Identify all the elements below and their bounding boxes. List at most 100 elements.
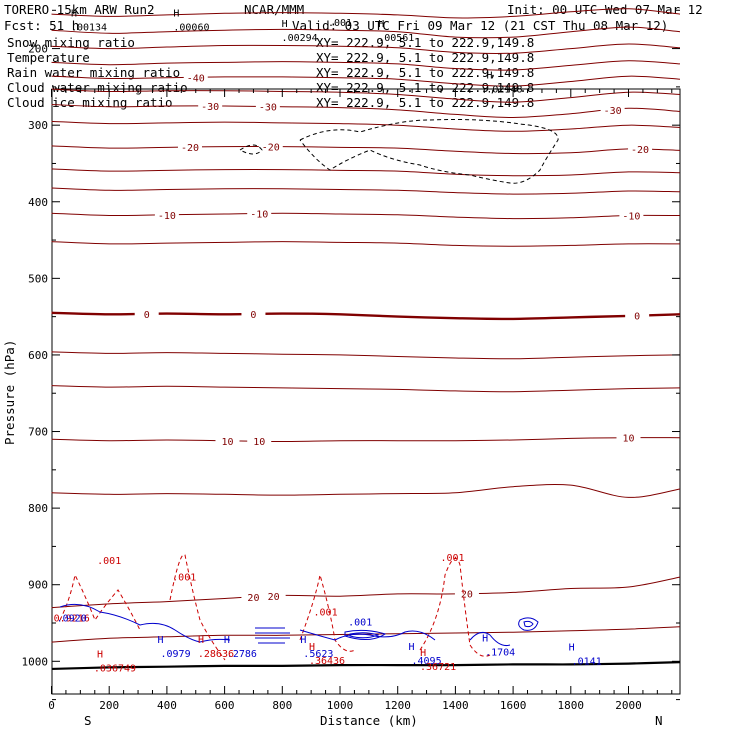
isotherm-line [51, 483, 681, 498]
mixing-ratio-contour [419, 557, 491, 657]
x-tick-label: 200 [99, 699, 119, 712]
isotherm-label-bg [258, 140, 283, 153]
isotherm-line [51, 43, 681, 54]
isotherm-label-bg [616, 431, 641, 444]
mixing-ratio-contour [59, 573, 141, 631]
isotherm-label-bg [215, 434, 240, 447]
x-tick-label: 1600 [500, 699, 527, 712]
x-tick-label: 2000 [615, 699, 642, 712]
high-marker: H [198, 635, 204, 646]
contour-value-label: .001 [97, 556, 121, 567]
isotherm-label: -30 [259, 103, 277, 114]
isotherm-line [51, 626, 681, 643]
isotherm-label-bg [625, 309, 650, 322]
maximum-value-label: .1704 [485, 647, 515, 658]
isotherm-label: 20 [247, 593, 259, 604]
x-tick-label: 400 [157, 699, 177, 712]
isotherm-label: -20 [181, 143, 199, 154]
legend-name-cloud-ice: Cloud ice mixing ratio [7, 95, 173, 110]
maximum-value-label: .36721 [420, 662, 456, 673]
x-tick-label: 1000 [327, 699, 354, 712]
isotherm-line [51, 311, 681, 321]
high-marker: H [409, 642, 415, 653]
high-marker: H [420, 648, 426, 659]
legend-name-temperature: Temperature [7, 50, 90, 65]
legend-xy-rain: XY= 222.9, 5.1 to 222.9,149.8 [316, 65, 534, 80]
mixing-ratio-contour [469, 631, 511, 646]
isotherm-line [51, 103, 681, 119]
maximum-value-label: .0141 [572, 657, 602, 668]
isotherm-line [51, 168, 681, 177]
mixing-ratio-contour [255, 627, 290, 644]
plot-frame [51, 88, 681, 695]
contour-value-label: .001 [348, 617, 372, 628]
isotherm-label-bg [177, 141, 202, 154]
x-tick-label: 600 [215, 699, 235, 712]
x-end-right-label: N [655, 713, 663, 728]
isotherm-label-bg [241, 590, 266, 603]
isotherm-line [51, 576, 681, 609]
contour-value-label: .001 [314, 608, 338, 619]
isotherm-line [51, 437, 681, 443]
isotherm-label: -10 [250, 210, 268, 221]
contour-value-label: .001 [328, 18, 352, 29]
x-tick-label: 0 [48, 699, 55, 712]
isotherm-line [51, 120, 681, 132]
y-tick-label: 900 [28, 579, 48, 592]
isotherm-label: 20 [461, 590, 473, 601]
isotherm-label: 0 [250, 310, 256, 321]
maximum-value-label: .00060 [173, 22, 209, 33]
x-tick-label: 1400 [442, 699, 469, 712]
valid-time: Valid: 03 UTC Fri 09 Mar 12 (21 CST Thu … [292, 18, 668, 33]
y-tick-label: 800 [28, 502, 48, 515]
legend: Snow mixing ratio XY= 222.9, 5.1 to 222.… [7, 35, 534, 110]
y-tick-label: 1000 [22, 655, 49, 668]
high-marker: H [378, 19, 384, 30]
x-tick-label: 800 [272, 699, 292, 712]
isotherm-label-bg [134, 307, 159, 320]
isotherm-line [51, 26, 681, 39]
mixing-ratio-contour [518, 617, 539, 631]
maximum-value-label: .00134 [71, 22, 107, 33]
isotherm-label-bg [183, 71, 208, 84]
y-tick-label: 300 [28, 119, 48, 132]
contour-value-label: .001 [172, 572, 196, 583]
y-tick-label: 200 [28, 43, 48, 56]
y-tick-label: 600 [28, 349, 48, 362]
isotherm-label: 10 [622, 434, 634, 445]
isotherm-line [51, 60, 681, 71]
high-marker: H [300, 635, 306, 646]
high-marker: H [486, 70, 492, 81]
high-marker: H [224, 635, 230, 646]
maximum-value-label: .036749 [94, 663, 136, 674]
mixing-ratio-contour [299, 629, 436, 641]
maximum-value-label: .0979 [161, 649, 191, 660]
x-tick-label: 1200 [384, 699, 411, 712]
isotherm-line [51, 241, 681, 247]
org-title: NCAR/MMM [244, 2, 304, 17]
isotherm-label-bg [628, 143, 653, 156]
isotherm-line [51, 88, 681, 103]
contour-value-label: .0920 [57, 614, 87, 625]
mixing-ratio-contours [59, 119, 559, 661]
x-tick-label: 1800 [558, 699, 585, 712]
high-marker: H [309, 642, 315, 653]
legend-name-cloud-water: Cloud water mixing ratio [7, 80, 188, 95]
mixing-ratio-contour [299, 574, 356, 652]
isotherm-label: -20 [631, 145, 649, 156]
isotherm-label: -10 [158, 211, 176, 222]
isotherm-label: -30 [201, 102, 219, 113]
isotherm-label-bg [600, 103, 625, 116]
maximum-value-label: .28636 [198, 649, 234, 660]
maximum-value-label: .36436 [309, 656, 345, 667]
maximum-value-label: .5623 [303, 649, 333, 660]
legend-name-rain: Rain water mixing ratio [7, 65, 180, 80]
temperature-isotherms: -40 -30 -30 -30 -20 -20 -20 -10 -10 -10 0 0 0 10 10 10 2… [51, 8, 681, 671]
isotherm-line [51, 351, 681, 360]
maximum-value-label: .00561 [378, 33, 414, 44]
isotherm-line [51, 75, 681, 87]
isotherm-label: 10 [253, 437, 265, 448]
mixing-ratio-contour [239, 144, 263, 155]
isotherm-label: 0 [634, 312, 640, 323]
mixing-ratio-contour [344, 629, 387, 640]
